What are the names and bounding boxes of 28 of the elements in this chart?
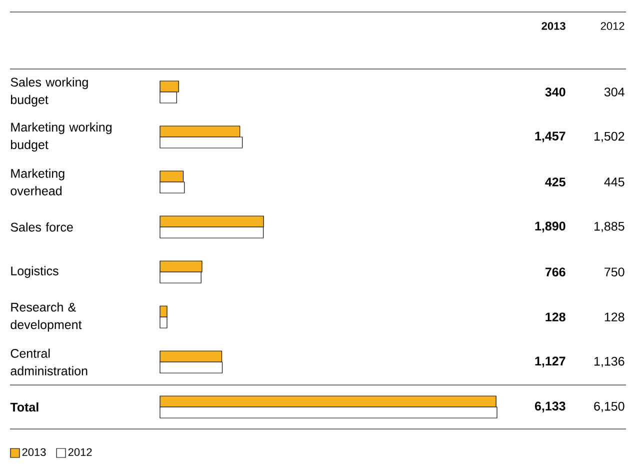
data-label: 1,457: [535, 132, 566, 142]
data-label: 1,136: [594, 356, 624, 368]
data-label: 1,502: [594, 132, 624, 142]
data-label: 766: [545, 268, 566, 276]
data-label: 6,133: [534, 402, 566, 412]
data-label: 1,127: [535, 356, 566, 368]
data-label: 750: [604, 268, 624, 276]
legend-label: 2012: [68, 448, 92, 456]
data-label: 6,150: [594, 402, 624, 412]
data-label: 425: [545, 178, 566, 186]
data-label: 1,885: [594, 222, 624, 232]
legend-label: 2013: [22, 448, 46, 456]
y-tick-label: Sales force: [10, 222, 73, 232]
text: 2013: [542, 22, 566, 30]
data-label: 128: [604, 312, 624, 322]
text: 2012: [600, 22, 624, 30]
y-tick-label: Research & development: [10, 302, 82, 332]
y-tick-label: Marketing working budget: [11, 122, 112, 152]
y-tick-label: Total: [10, 402, 38, 412]
data-label: 1,890: [535, 222, 566, 232]
data-label: 445: [604, 178, 624, 186]
y-tick-label: Central administration: [10, 348, 88, 376]
y-tick-label: Marketing overhead: [10, 168, 64, 196]
data-label: 340: [545, 88, 566, 96]
data-label: 128: [546, 312, 566, 322]
data-label: 304: [604, 88, 624, 96]
y-tick-label: Sales working budget: [10, 77, 88, 107]
y-tick-label: Logistics: [11, 266, 58, 278]
